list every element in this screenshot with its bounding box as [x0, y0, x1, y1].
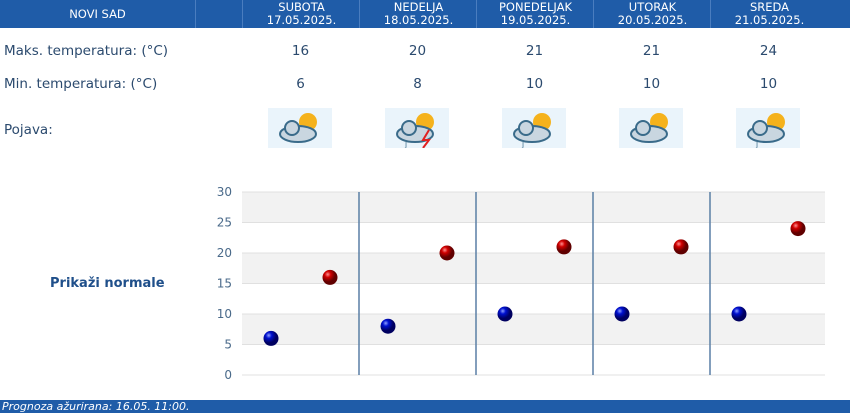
min-temp-value: 10 — [759, 76, 778, 92]
y-tick-label: 20 — [217, 246, 232, 260]
max-temp-value: 20 — [408, 43, 427, 59]
svg-text:J: J — [404, 141, 407, 148]
day-date: 18.05.2025. — [383, 13, 454, 27]
y-tick-label: 0 — [224, 368, 232, 382]
max-temp-point — [790, 221, 806, 237]
day-name: UTORAK — [628, 0, 677, 14]
max-temp-point — [439, 245, 455, 261]
day-header: UTORAK 20.05.2025. — [593, 0, 711, 28]
max-temp-label: Maks. temperatura: (°C) — [4, 43, 169, 59]
min-temp-point — [263, 330, 279, 346]
max-temp-value: 21 — [642, 43, 661, 59]
day-header: PONEDELJAK 19.05.2025. — [476, 0, 594, 28]
day-header: SUBOTA 17.05.2025. — [242, 0, 360, 28]
min-temp-point — [614, 306, 630, 322]
day-header: SREDA 21.05.2025. — [710, 0, 828, 28]
day-name: NEDELJA — [393, 0, 444, 14]
max-temp-point — [322, 269, 338, 285]
y-tick-label: 15 — [217, 277, 232, 291]
forecast-updated: Prognoza ažurirana: 16.05. 11:00. — [0, 400, 850, 413]
day-header: NEDELJA 18.05.2025. — [359, 0, 477, 28]
max-temp-value: 16 — [291, 43, 310, 59]
show-normals-link[interactable]: Prikaži normale — [50, 276, 165, 291]
min-temp-value: 10 — [525, 76, 544, 92]
svg-text:J: J — [521, 141, 524, 148]
min-temp-value: 8 — [413, 76, 422, 92]
header-spacer — [195, 0, 243, 28]
svg-text:J: J — [755, 141, 758, 148]
day-date: 20.05.2025. — [617, 13, 688, 27]
min-temp-label: Min. temperatura: (°C) — [4, 76, 158, 92]
temperature-chart: 0 5 10 15 20 25 30 — [217, 185, 825, 382]
phenomenon-label: Pojava: — [4, 122, 53, 138]
y-tick-label: 5 — [224, 338, 232, 352]
day-date: 19.05.2025. — [500, 13, 571, 27]
min-temp-point — [380, 318, 396, 334]
cloudy-light-rain-icon: J — [502, 108, 566, 149]
day-name: PONEDELJAK — [499, 0, 572, 14]
y-tick-label: 25 — [217, 216, 232, 230]
max-temp-point — [556, 239, 572, 255]
min-temp-point — [497, 306, 513, 322]
cloudy-light-rain-icon: J — [736, 108, 800, 149]
thunderstorm-icon: J — [385, 108, 449, 149]
min-temp-value: 10 — [642, 76, 661, 92]
max-temp-point — [673, 239, 689, 255]
day-date: 17.05.2025. — [266, 13, 337, 27]
max-temp-value: 24 — [759, 43, 778, 59]
y-tick-label: 10 — [217, 307, 232, 321]
max-temp-value: 21 — [525, 43, 544, 59]
day-name: SREDA — [749, 0, 790, 14]
day-date: 21.05.2025. — [734, 13, 805, 27]
header-bar: NOVI SAD SUBOTA 17.05.2025. NEDELJA 18.05.2… — [0, 0, 850, 28]
location-name: NOVI SAD — [69, 6, 126, 21]
partly-cloudy-icon — [619, 108, 683, 148]
grid-band — [242, 314, 825, 345]
location-title: NOVI SAD — [0, 0, 195, 28]
grid-band — [242, 253, 825, 284]
partly-cloudy-icon — [268, 108, 332, 148]
day-name: SUBOTA — [278, 0, 325, 14]
grid-band — [242, 192, 825, 223]
y-tick-label: 30 — [217, 185, 232, 199]
min-temp-value: 6 — [296, 76, 305, 92]
min-temp-point — [731, 306, 747, 322]
